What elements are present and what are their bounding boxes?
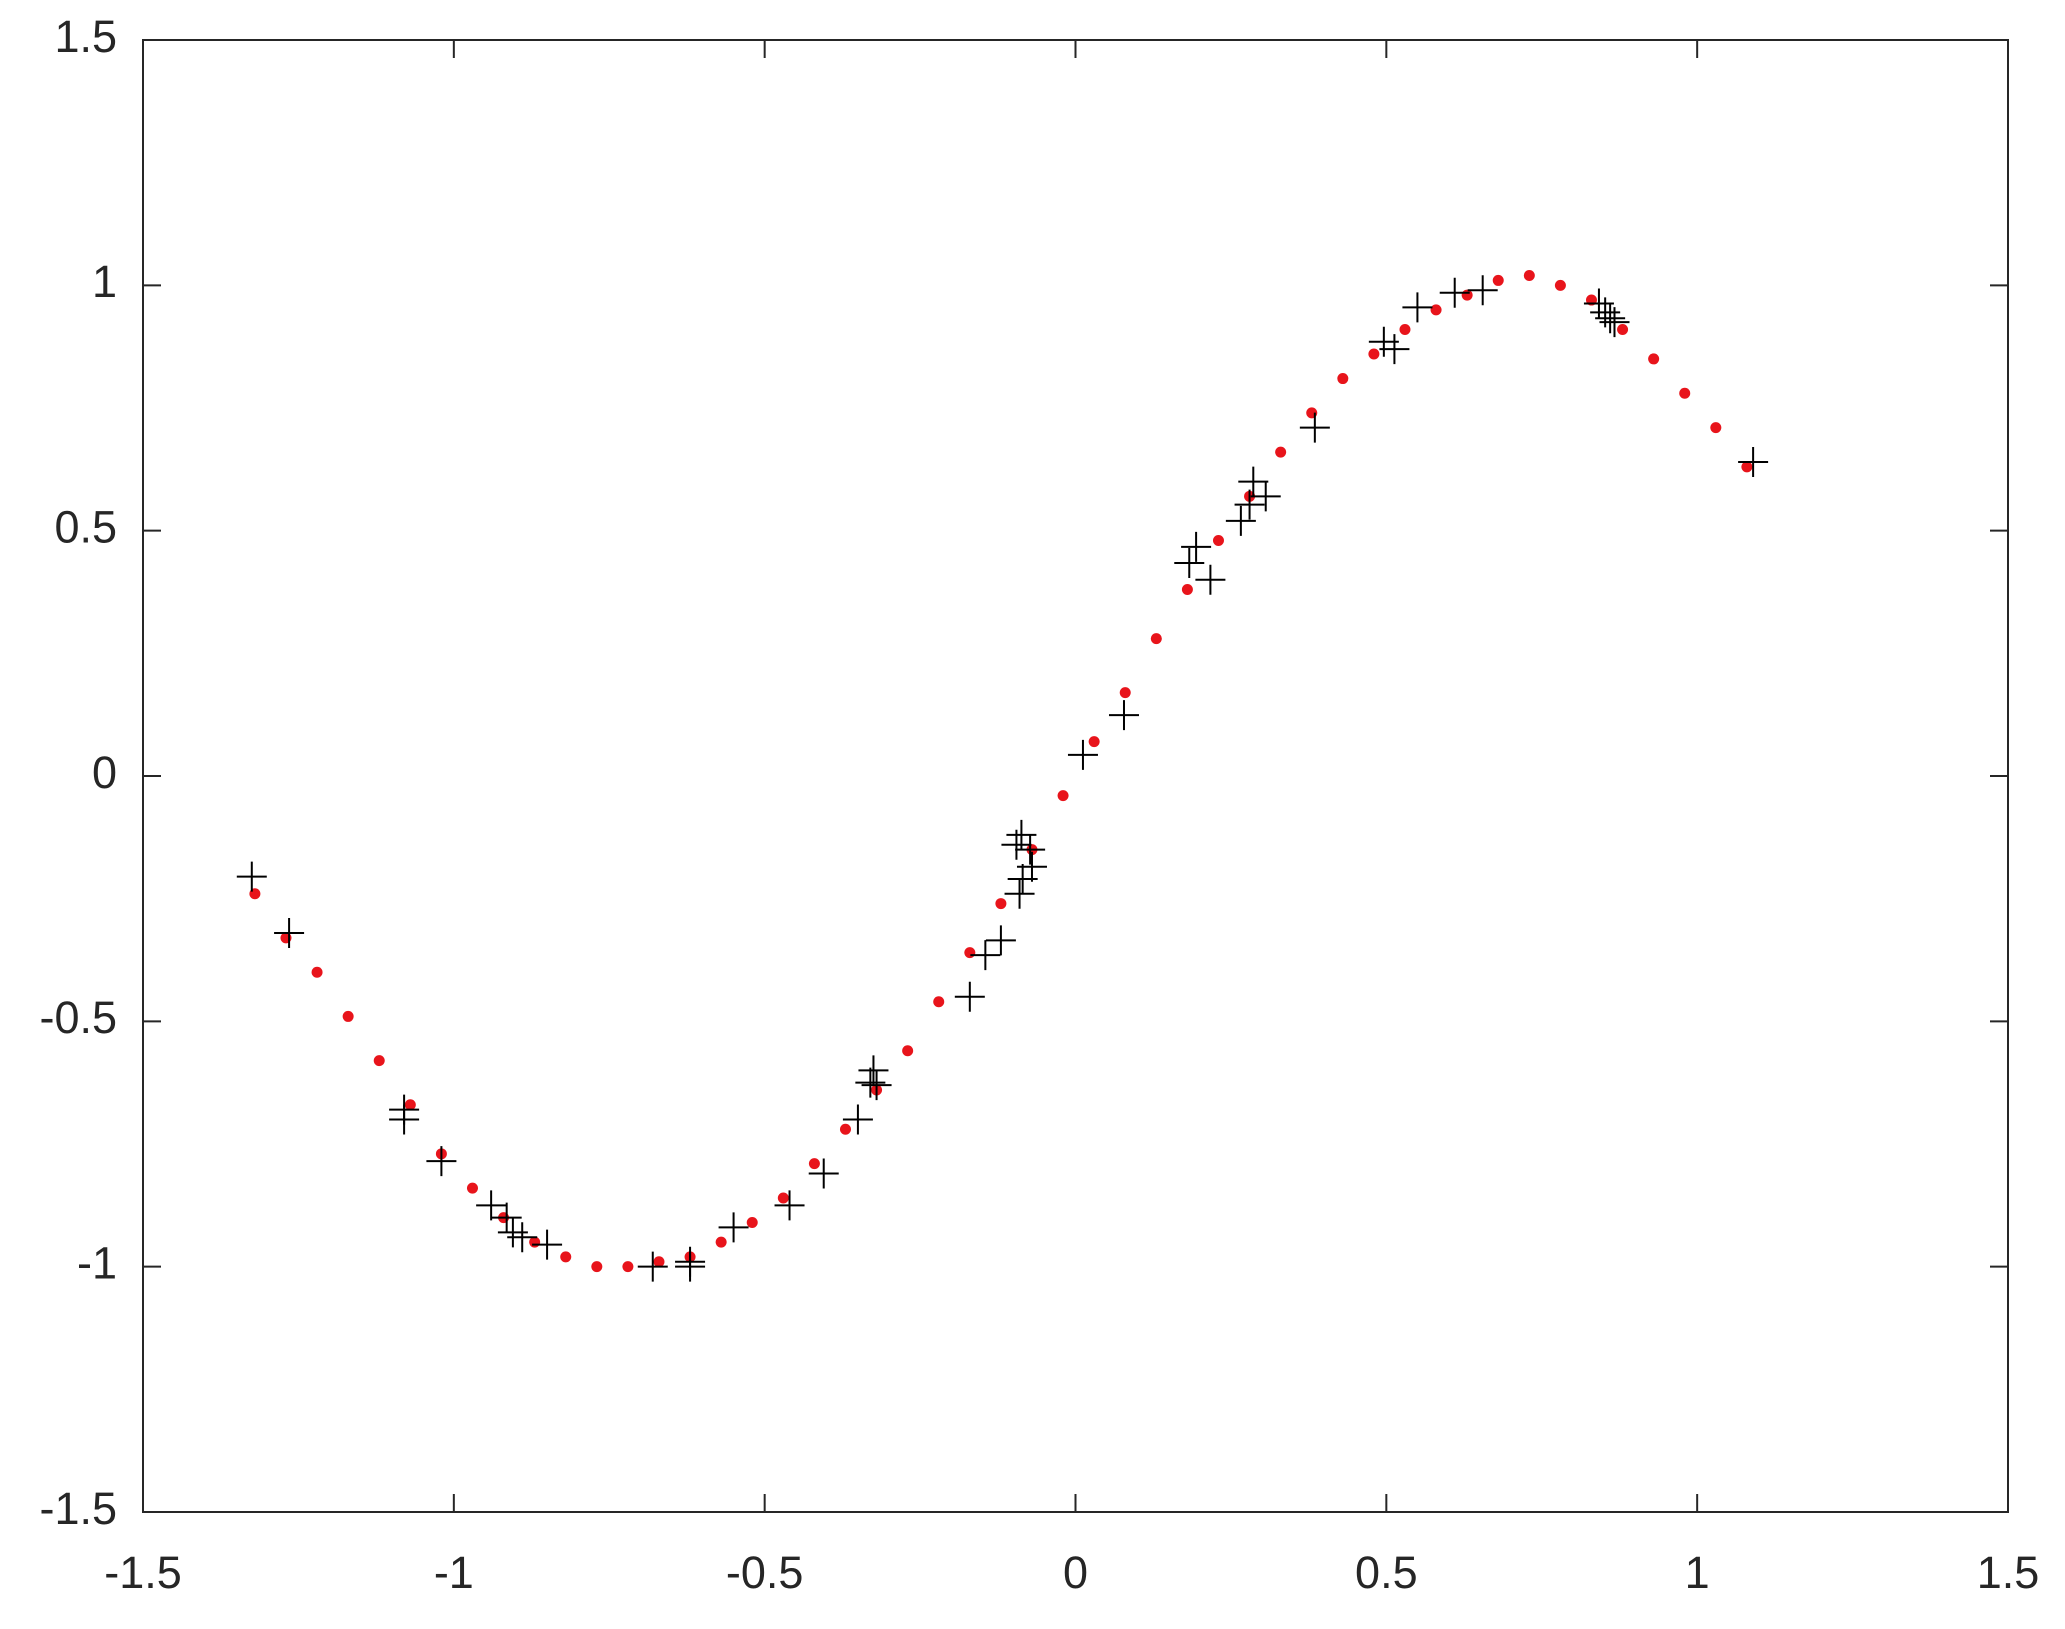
point — [1225, 505, 1256, 536]
point — [858, 1055, 889, 1086]
point — [1554, 279, 1566, 291]
point — [902, 1045, 914, 1057]
point — [1617, 323, 1629, 335]
point — [560, 1251, 572, 1263]
point — [404, 1099, 416, 1111]
point — [1150, 633, 1162, 645]
y-tick-label: 0.5 — [54, 502, 117, 553]
point — [311, 966, 323, 978]
point — [954, 981, 985, 1012]
point — [426, 1146, 457, 1177]
plot-area — [143, 40, 2008, 1512]
point — [995, 898, 1007, 910]
point — [653, 1256, 665, 1268]
point — [389, 1104, 420, 1135]
point — [842, 1104, 873, 1135]
point — [1195, 564, 1226, 595]
point — [1088, 736, 1100, 748]
point — [342, 1010, 354, 1022]
point — [1710, 422, 1722, 434]
point — [1299, 412, 1330, 443]
point — [1595, 303, 1626, 334]
point — [529, 1236, 541, 1248]
y-tick-label: -0.5 — [39, 992, 117, 1043]
point — [675, 1251, 706, 1282]
point — [777, 1192, 789, 1204]
point — [1399, 323, 1411, 335]
point — [1250, 481, 1281, 512]
point — [1181, 531, 1212, 562]
point — [1119, 687, 1131, 699]
y-tick-label: 1.5 — [54, 11, 117, 62]
point — [1181, 584, 1193, 596]
point — [591, 1261, 603, 1273]
point — [1004, 878, 1035, 909]
point — [1648, 353, 1660, 365]
point — [1212, 534, 1224, 546]
point — [1275, 446, 1287, 458]
point — [1599, 307, 1630, 338]
x-tick-label: -1.5 — [104, 1547, 182, 1598]
axes-box — [142, 39, 2009, 1513]
point — [622, 1261, 634, 1273]
y-tick-label: -1 — [77, 1238, 117, 1289]
point — [964, 947, 976, 959]
point — [1001, 829, 1032, 860]
y-tick-label: 0 — [92, 747, 117, 798]
x-tick-label: -1 — [434, 1547, 474, 1598]
point — [274, 918, 305, 949]
x-tick-label: 1.5 — [1977, 1547, 2040, 1598]
point — [1679, 387, 1691, 399]
point — [1337, 373, 1349, 385]
point — [1238, 466, 1269, 497]
point — [1057, 790, 1069, 802]
point — [985, 925, 1016, 956]
point — [718, 1212, 749, 1243]
point — [1402, 292, 1433, 323]
point — [1174, 548, 1205, 579]
y-tick-label: 1 — [92, 256, 117, 307]
point — [808, 1158, 839, 1189]
point — [1461, 289, 1473, 301]
point — [1583, 288, 1614, 319]
point — [1234, 489, 1265, 520]
point — [1368, 348, 1380, 360]
point — [491, 1202, 522, 1233]
point — [1523, 270, 1535, 282]
point — [373, 1055, 385, 1067]
point — [774, 1190, 805, 1221]
point — [1467, 275, 1498, 306]
point — [1007, 864, 1038, 895]
point — [1108, 700, 1139, 731]
point — [1741, 461, 1753, 473]
point — [861, 1070, 892, 1101]
x-tick-label: 1 — [1685, 1547, 1710, 1598]
point — [839, 1123, 851, 1135]
point — [637, 1251, 668, 1282]
point — [1015, 834, 1046, 865]
y-tick-label: -1.5 — [39, 1483, 117, 1534]
point — [507, 1222, 538, 1253]
point — [855, 1067, 886, 1098]
point — [532, 1229, 563, 1260]
x-tick-label: 0 — [1063, 1547, 1088, 1598]
point — [746, 1217, 758, 1229]
point — [236, 861, 267, 892]
point — [715, 1236, 727, 1248]
point — [1430, 304, 1442, 316]
point — [808, 1158, 820, 1170]
point — [476, 1190, 507, 1221]
point — [466, 1182, 478, 1194]
x-tick-label: 0.5 — [1355, 1547, 1418, 1598]
point — [1738, 446, 1769, 477]
point — [933, 996, 945, 1008]
point — [1067, 739, 1098, 770]
x-tick-label: -0.5 — [726, 1547, 804, 1598]
point — [970, 940, 1001, 971]
point — [1379, 334, 1410, 365]
point — [1492, 274, 1504, 286]
point — [1439, 277, 1470, 308]
